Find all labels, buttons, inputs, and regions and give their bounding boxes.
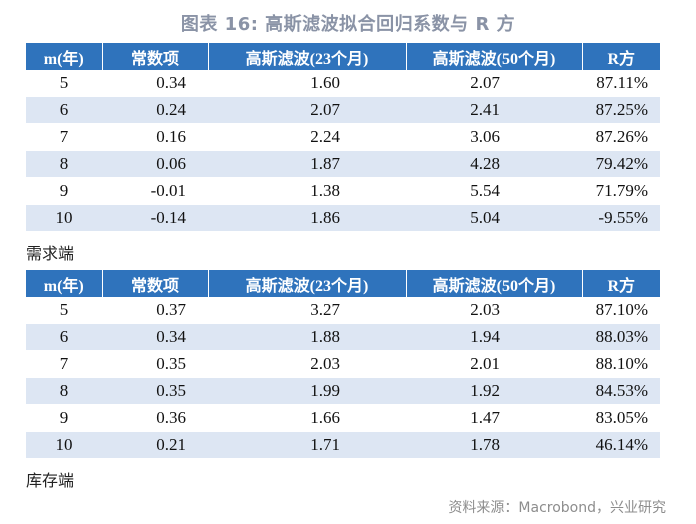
cell-gauss-50: 5.54: [406, 177, 582, 205]
cell-gauss-23: 1.99: [208, 377, 406, 405]
cell-r2: 87.11%: [582, 70, 660, 97]
cell-gauss-50: 1.92: [406, 377, 582, 405]
cell-constant: -0.01: [102, 177, 208, 205]
cell-gauss-50: 4.28: [406, 150, 582, 178]
inventory-table: m(年) 常数项 高斯滤波(23个月) 高斯滤波(50个月) R方 5 0.37…: [26, 270, 660, 459]
cell-r2: 83.05%: [582, 404, 660, 432]
cell-m: 9: [26, 177, 102, 205]
cell-gauss-23: 1.87: [208, 150, 406, 178]
cell-r2: 71.79%: [582, 177, 660, 205]
table-row: 9 0.36 1.66 1.47 83.05%: [26, 404, 660, 432]
cell-r2: 46.14%: [582, 431, 660, 459]
cell-r2: -9.55%: [582, 204, 660, 232]
table-row: 6 0.24 2.07 2.41 87.25%: [26, 96, 660, 124]
cell-gauss-23: 1.86: [208, 204, 406, 232]
cell-m: 10: [26, 431, 102, 459]
source-note: 资料来源：Macrobond，兴业研究: [448, 500, 666, 516]
table-row: 7 0.16 2.24 3.06 87.26%: [26, 123, 660, 151]
table-row: 7 0.35 2.03 2.01 88.10%: [26, 350, 660, 378]
cell-m: 7: [26, 123, 102, 151]
table-header-row: m(年) 常数项 高斯滤波(23个月) 高斯滤波(50个月) R方: [26, 270, 660, 297]
header-r2: R方: [581, 43, 660, 70]
cell-gauss-50: 2.07: [406, 70, 582, 97]
cell-constant: 0.24: [102, 96, 208, 124]
cell-gauss-50: 5.04: [406, 204, 582, 232]
cell-gauss-23: 1.71: [208, 431, 406, 459]
table-row: 8 0.06 1.87 4.28 79.42%: [26, 150, 660, 178]
cell-constant: 0.36: [102, 404, 208, 432]
cell-r2: 87.10%: [582, 297, 660, 324]
cell-gauss-50: 1.94: [406, 323, 582, 351]
cell-constant: 0.16: [102, 123, 208, 151]
header-constant: 常数项: [101, 43, 208, 70]
table-header-row: m(年) 常数项 高斯滤波(23个月) 高斯滤波(50个月) R方: [26, 43, 660, 70]
cell-gauss-23: 2.24: [208, 123, 406, 151]
cell-r2: 88.03%: [582, 323, 660, 351]
header-gauss-50: 高斯滤波(50个月): [405, 43, 582, 70]
cell-r2: 79.42%: [582, 150, 660, 178]
cell-r2: 87.25%: [582, 96, 660, 124]
cell-constant: 0.35: [102, 377, 208, 405]
table-row: 5 0.34 1.60 2.07 87.11%: [26, 70, 660, 97]
table-row: 10 -0.14 1.86 5.04 -9.55%: [26, 204, 660, 232]
cell-m: 5: [26, 297, 102, 324]
table-row: 5 0.37 3.27 2.03 87.10%: [26, 297, 660, 324]
cell-r2: 88.10%: [582, 350, 660, 378]
figure-title: 图表 16: 高斯滤波拟合回归系数与 R 方: [180, 14, 516, 35]
header-m: m(年): [26, 270, 102, 297]
cell-gauss-23: 1.38: [208, 177, 406, 205]
cell-constant: -0.14: [102, 204, 208, 232]
cell-gauss-50: 2.03: [406, 297, 582, 324]
cell-gauss-50: 1.78: [406, 431, 582, 459]
cell-m: 6: [26, 96, 102, 124]
header-m: m(年): [26, 43, 102, 70]
cell-constant: 0.34: [102, 323, 208, 351]
cell-constant: 0.35: [102, 350, 208, 378]
cell-constant: 0.06: [102, 150, 208, 178]
demand-caption: 需求端: [26, 244, 75, 263]
cell-gauss-50: 3.06: [406, 123, 582, 151]
table-row: 8 0.35 1.99 1.92 84.53%: [26, 377, 660, 405]
cell-gauss-50: 2.41: [406, 96, 582, 124]
table-row: 9 -0.01 1.38 5.54 71.79%: [26, 177, 660, 205]
header-constant: 常数项: [101, 270, 208, 297]
cell-r2: 87.26%: [582, 123, 660, 151]
cell-constant: 0.21: [102, 431, 208, 459]
cell-m: 10: [26, 204, 102, 232]
cell-gauss-23: 2.07: [208, 96, 406, 124]
cell-m: 9: [26, 404, 102, 432]
cell-r2: 84.53%: [582, 377, 660, 405]
cell-gauss-23: 1.60: [208, 70, 406, 97]
demand-table: m(年) 常数项 高斯滤波(23个月) 高斯滤波(50个月) R方 5 0.34…: [26, 43, 660, 232]
cell-m: 5: [26, 70, 102, 97]
cell-m: 6: [26, 323, 102, 351]
cell-m: 7: [26, 350, 102, 378]
header-r2: R方: [581, 270, 660, 297]
cell-gauss-50: 1.47: [406, 404, 582, 432]
table-row: 6 0.34 1.88 1.94 88.03%: [26, 323, 660, 351]
cell-m: 8: [26, 377, 102, 405]
cell-gauss-23: 1.88: [208, 323, 406, 351]
cell-m: 8: [26, 150, 102, 178]
cell-constant: 0.34: [102, 70, 208, 97]
cell-gauss-23: 3.27: [208, 297, 406, 324]
table-row: 10 0.21 1.71 1.78 46.14%: [26, 431, 660, 459]
cell-gauss-23: 1.66: [208, 404, 406, 432]
header-gauss-23: 高斯滤波(23个月): [207, 270, 406, 297]
cell-gauss-23: 2.03: [208, 350, 406, 378]
inventory-caption: 库存端: [26, 471, 75, 490]
header-gauss-23: 高斯滤波(23个月): [207, 43, 406, 70]
cell-constant: 0.37: [102, 297, 208, 324]
header-gauss-50: 高斯滤波(50个月): [405, 270, 582, 297]
cell-gauss-50: 2.01: [406, 350, 582, 378]
